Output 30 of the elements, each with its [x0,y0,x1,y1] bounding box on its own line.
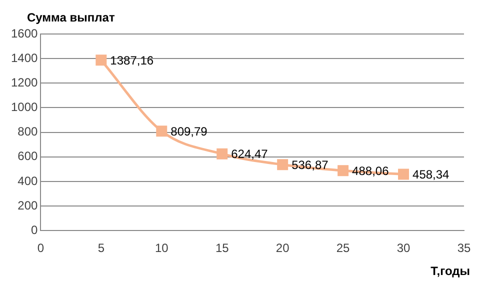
x-axis-title: Т,годы [430,264,470,278]
x-tick-label: 30 [396,241,411,256]
x-tick-label: 10 [154,241,169,256]
y-tick-label: 1000 [10,100,38,114]
point [156,126,168,137]
x-tick-label: 5 [98,241,105,256]
y-tick-label: 800 [18,124,38,139]
data-label: 458,34 [412,168,450,182]
x-tick-label: 25 [336,241,350,256]
data-label: 809,79 [170,124,208,138]
data-label: 624,47 [231,147,268,162]
y-axis-title: Сумма выплат [27,10,115,24]
x-tick-label: 15 [215,241,230,256]
y-tick-label: 1200 [10,75,38,90]
point [398,168,410,180]
data-label: 1387,16 [110,53,154,68]
y-tick-label: 600 [18,149,38,164]
y-tick-label: 200 [18,198,38,212]
data-label: 536,87 [292,158,329,172]
point [338,165,349,176]
y-tick-label: 1400 [10,50,38,65]
point [96,54,107,66]
point [216,148,228,160]
y-tick-label: 1600 [10,26,38,40]
y-tick-label: 0 [31,222,38,237]
x-tick-label: 35 [457,241,471,256]
point [277,159,288,170]
x-tick-label: 20 [276,241,290,256]
y-tick-label: 400 [18,174,38,188]
data-label: 488,06 [352,164,390,178]
